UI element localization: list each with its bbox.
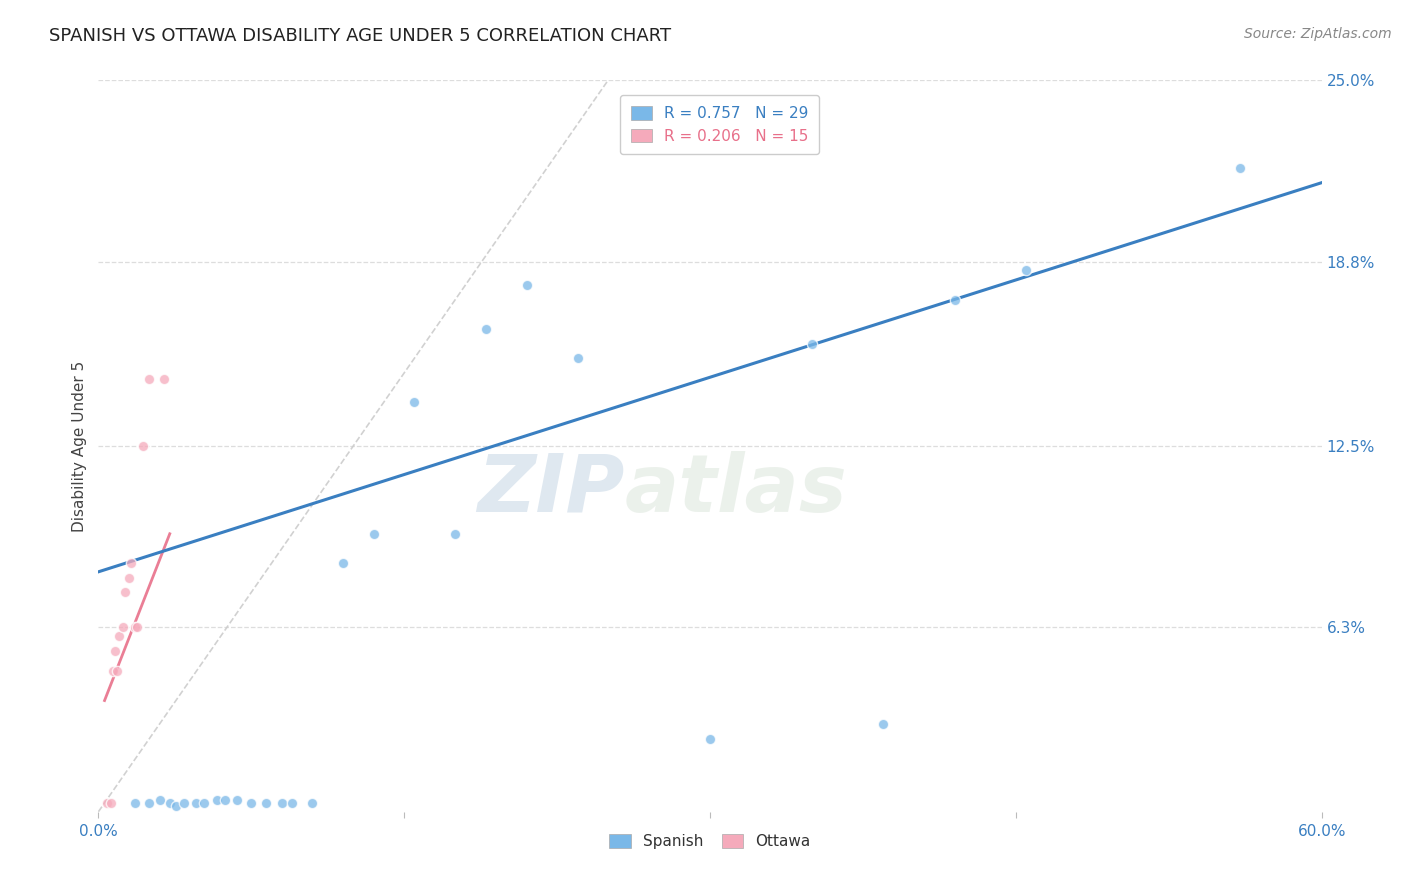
Point (108, 629, 131, 643)
Point (214, 793, 236, 807)
Point (699, 731, 721, 746)
Point (159, 796, 181, 810)
Point (474, 322, 498, 336)
Point (96, 796, 118, 810)
Point (240, 796, 263, 810)
Point (1229, 161, 1251, 175)
Point (205, 793, 228, 807)
Point (404, 395, 426, 409)
Point (270, 796, 294, 810)
Point (363, 526, 385, 541)
Text: ZIP: ZIP (477, 450, 624, 529)
Point (943, 293, 966, 307)
Point (193, 796, 215, 810)
Point (127, 620, 149, 634)
Point (138, 796, 160, 810)
Point (444, 526, 467, 541)
Point (281, 796, 304, 810)
Point (138, 372, 160, 386)
Point (100, 796, 122, 810)
Text: SPANISH VS OTTAWA DISABILITY AGE UNDER 5 CORRELATION CHART: SPANISH VS OTTAWA DISABILITY AGE UNDER 5… (49, 27, 671, 45)
Text: Source: ZipAtlas.com: Source: ZipAtlas.com (1244, 27, 1392, 41)
Point (516, 278, 538, 293)
Point (152, 372, 174, 386)
Text: atlas: atlas (624, 450, 848, 529)
Point (111, 620, 134, 634)
Point (132, 439, 155, 453)
Legend: Spanish, Ottawa: Spanish, Ottawa (603, 828, 817, 855)
Point (149, 793, 172, 807)
Point (301, 796, 323, 810)
Point (124, 796, 146, 810)
Point (173, 796, 195, 810)
Point (1015, 263, 1038, 277)
Point (226, 793, 249, 807)
Point (101, 665, 124, 679)
Point (105, 665, 128, 679)
Y-axis label: Disability Age Under 5: Disability Age Under 5 (72, 360, 87, 532)
Point (332, 556, 354, 570)
Point (872, 717, 894, 731)
Point (567, 351, 589, 366)
Point (104, 644, 127, 658)
Point (186, 796, 208, 810)
Point (124, 620, 146, 634)
Point (120, 556, 142, 570)
Point (165, 798, 187, 813)
Point (118, 571, 141, 585)
Point (114, 585, 136, 599)
Point (801, 336, 824, 351)
Point (254, 796, 277, 810)
